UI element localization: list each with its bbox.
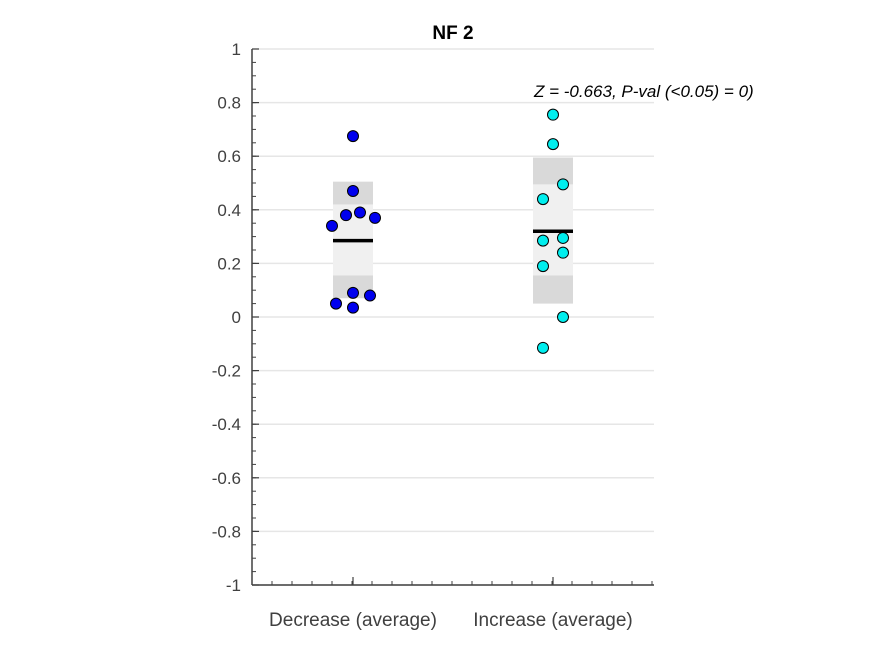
data-point xyxy=(537,234,549,247)
x-tick-label: Increase (average) xyxy=(473,610,632,631)
chart-annotation: Z = -0.663, P-val (<0.05) = 0) xyxy=(533,82,754,101)
data-point xyxy=(547,138,559,151)
data-point xyxy=(326,219,338,232)
data-point xyxy=(347,301,359,314)
data-point xyxy=(537,260,549,273)
data-point xyxy=(347,286,359,299)
data-point xyxy=(557,178,569,191)
y-tick-label: -0.2 xyxy=(212,362,241,381)
data-point xyxy=(340,209,352,222)
y-tick-label: -1 xyxy=(226,576,241,595)
data-points xyxy=(326,108,569,354)
data-point xyxy=(537,341,549,354)
y-tick-label: 0.8 xyxy=(217,94,241,113)
data-point xyxy=(347,130,359,143)
x-tick-label: Decrease (average) xyxy=(269,610,437,631)
y-tick-label: 0.6 xyxy=(217,147,241,166)
data-point xyxy=(537,193,549,206)
y-tick-label: -0.8 xyxy=(212,522,241,541)
data-point xyxy=(354,206,366,219)
y-tick-label: -0.6 xyxy=(212,469,241,488)
data-point xyxy=(369,211,381,224)
mean-lines xyxy=(333,229,573,243)
y-ticks: -1 -0.8 -0.6 -0.4 -0.2 0 0.2 0.4 0.6 0.8 1 xyxy=(212,40,259,595)
y-tick-label: 1 xyxy=(232,40,241,59)
data-point xyxy=(557,246,569,259)
data-point xyxy=(547,108,559,121)
grid-lines xyxy=(252,48,654,586)
data-point xyxy=(330,297,342,310)
data-point xyxy=(347,185,359,198)
data-point xyxy=(557,311,569,323)
y-tick-label: 0.4 xyxy=(217,201,241,220)
x-ticks: Decrease (average) Increase (average) xyxy=(269,577,653,631)
chart-title: NF 2 xyxy=(432,23,473,44)
y-tick-label: 0.2 xyxy=(217,254,241,273)
data-point xyxy=(557,231,569,244)
y-tick-label: 0 xyxy=(232,308,241,327)
data-point xyxy=(364,289,376,302)
y-tick-label: -0.4 xyxy=(212,415,241,434)
